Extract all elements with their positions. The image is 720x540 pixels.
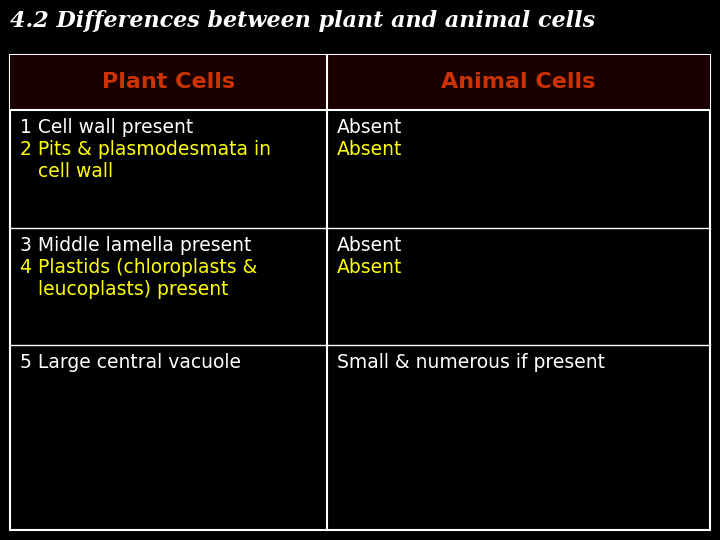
Text: 3 Middle lamella present: 3 Middle lamella present: [20, 235, 251, 254]
Text: 4.2 Differences between plant and animal cells: 4.2 Differences between plant and animal…: [10, 10, 595, 32]
Text: Absent: Absent: [337, 118, 402, 137]
Bar: [10, 55, 710, 110]
Text: 1 Cell wall present: 1 Cell wall present: [20, 118, 193, 137]
Text: Small & numerous if present: Small & numerous if present: [337, 353, 605, 372]
Text: Absent: Absent: [337, 235, 402, 254]
Text: Absent: Absent: [337, 140, 402, 159]
Text: 5 Large central vacuole: 5 Large central vacuole: [20, 353, 241, 372]
Text: Animal Cells: Animal Cells: [441, 72, 595, 92]
Text: Absent: Absent: [337, 258, 402, 276]
Bar: [10, 55, 710, 530]
Text: 2 Pits & plasmodesmata in
   cell wall: 2 Pits & plasmodesmata in cell wall: [20, 140, 271, 181]
Text: 4 Plastids (chloroplasts &
   leucoplasts) present: 4 Plastids (chloroplasts & leucoplasts) …: [20, 258, 257, 299]
Text: Plant Cells: Plant Cells: [102, 72, 235, 92]
